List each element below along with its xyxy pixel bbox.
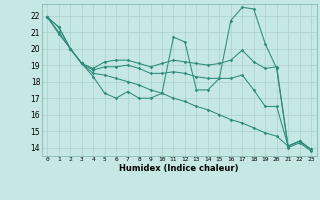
X-axis label: Humidex (Indice chaleur): Humidex (Indice chaleur) [119,164,239,173]
